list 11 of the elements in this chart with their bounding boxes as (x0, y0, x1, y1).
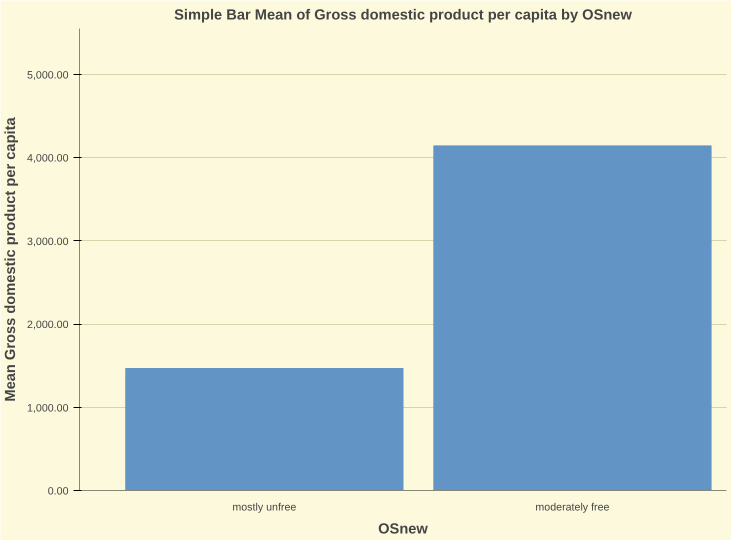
y-tick-label: 2,000.00 (27, 319, 69, 332)
y-axis-title: Mean Gross domestic product per capita (3, 116, 20, 402)
y-tick-label: 5,000.00 (27, 69, 69, 82)
y-tick-label: 3,000.00 (27, 236, 69, 248)
y-tick-label: 4,000.00 (27, 152, 69, 165)
y-tick-label: 0.00 (48, 486, 69, 498)
y-tick-label: 1,000.00 (27, 402, 69, 414)
x-tick-label: mostly unfree (232, 502, 296, 514)
x-tick-label: moderately free (535, 502, 610, 514)
chart-title: Simple Bar Mean of Gross domestic product per capita by OSnew (174, 8, 632, 24)
x-axis-title: OSnew (378, 522, 428, 538)
